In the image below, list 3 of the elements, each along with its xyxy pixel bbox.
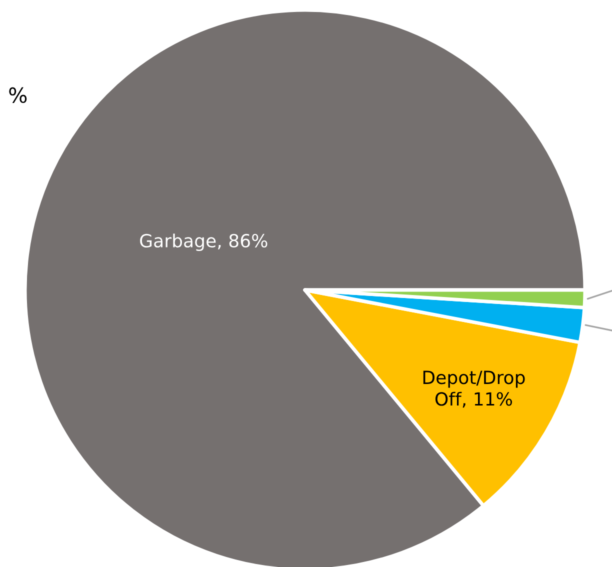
text: % [9,87,27,104]
slice-label: Depot/Drop Off, 11% [423,370,525,408]
slice-label: Garbage, 86% [140,234,268,252]
